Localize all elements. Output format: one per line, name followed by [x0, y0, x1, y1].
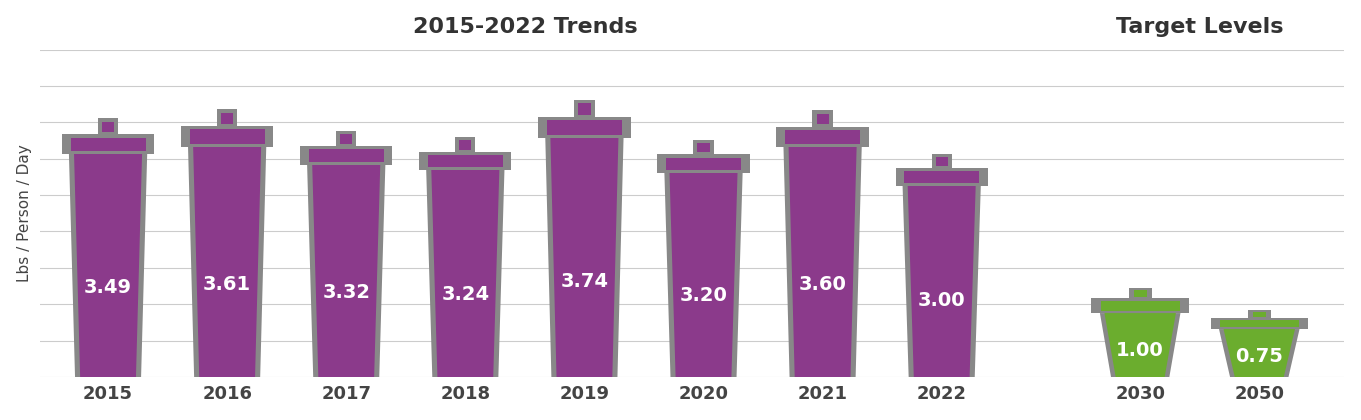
- Bar: [71, 138, 146, 151]
- Text: 3.49: 3.49: [84, 278, 132, 297]
- Bar: [785, 130, 860, 144]
- Bar: [189, 129, 264, 144]
- Bar: [98, 118, 118, 135]
- Bar: [427, 155, 502, 168]
- Text: Target Levels: Target Levels: [1116, 16, 1283, 37]
- Polygon shape: [312, 165, 380, 377]
- Bar: [547, 121, 622, 135]
- Bar: [220, 113, 233, 123]
- Bar: [896, 168, 988, 186]
- Bar: [336, 131, 357, 147]
- Polygon shape: [664, 173, 743, 378]
- Bar: [666, 158, 740, 170]
- Bar: [1210, 318, 1308, 329]
- Bar: [1134, 290, 1147, 297]
- Polygon shape: [69, 154, 147, 378]
- Polygon shape: [73, 154, 142, 377]
- Bar: [1128, 288, 1151, 299]
- Bar: [578, 103, 591, 115]
- Text: 3.61: 3.61: [203, 275, 252, 294]
- Bar: [935, 158, 947, 166]
- Polygon shape: [550, 138, 618, 377]
- Bar: [777, 126, 868, 147]
- Bar: [813, 110, 833, 127]
- Bar: [693, 139, 713, 155]
- Bar: [574, 100, 595, 118]
- Polygon shape: [308, 165, 385, 378]
- Bar: [931, 154, 951, 169]
- Text: 3.74: 3.74: [561, 272, 608, 291]
- Polygon shape: [788, 147, 856, 377]
- Polygon shape: [188, 146, 267, 378]
- Bar: [419, 152, 512, 170]
- Bar: [1092, 298, 1190, 313]
- Bar: [817, 113, 829, 124]
- Bar: [1252, 312, 1266, 317]
- Bar: [1219, 320, 1298, 328]
- Bar: [309, 149, 384, 162]
- Text: 1.00: 1.00: [1116, 341, 1164, 360]
- Polygon shape: [426, 170, 505, 378]
- Bar: [340, 134, 352, 144]
- Polygon shape: [908, 185, 976, 377]
- Text: 3.32: 3.32: [323, 283, 370, 302]
- Text: 3.20: 3.20: [679, 286, 727, 304]
- Polygon shape: [1224, 329, 1296, 377]
- Text: 3.24: 3.24: [441, 285, 490, 304]
- Bar: [657, 154, 750, 173]
- Y-axis label: Lbs / Person / Day: Lbs / Person / Day: [16, 144, 31, 282]
- Polygon shape: [902, 185, 981, 378]
- Polygon shape: [431, 170, 499, 377]
- Text: 0.75: 0.75: [1236, 347, 1283, 366]
- Bar: [904, 171, 979, 183]
- Bar: [1101, 301, 1180, 311]
- Bar: [697, 143, 709, 152]
- Text: 3.60: 3.60: [799, 276, 847, 294]
- Bar: [63, 134, 154, 154]
- Polygon shape: [546, 138, 623, 378]
- Bar: [455, 136, 475, 152]
- Polygon shape: [670, 173, 738, 377]
- Bar: [216, 109, 237, 127]
- Polygon shape: [784, 147, 862, 378]
- Bar: [459, 140, 471, 150]
- Polygon shape: [1219, 329, 1300, 378]
- Bar: [301, 146, 392, 165]
- Bar: [102, 121, 114, 132]
- Polygon shape: [1104, 313, 1176, 377]
- Text: 2015-2022 Trends: 2015-2022 Trends: [412, 16, 637, 37]
- Bar: [1248, 310, 1271, 318]
- Text: 3.00: 3.00: [917, 291, 965, 310]
- Polygon shape: [1100, 313, 1180, 378]
- Bar: [181, 126, 274, 147]
- Bar: [539, 117, 630, 138]
- Polygon shape: [193, 146, 261, 377]
